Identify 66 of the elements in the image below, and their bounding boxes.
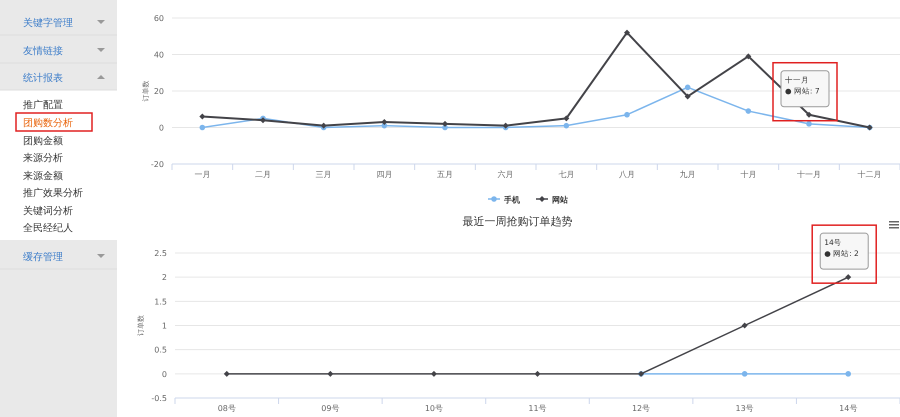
chart-title: 最近一周抢购订单趋势 bbox=[462, 215, 572, 228]
x-tick-label: 14号 bbox=[839, 404, 858, 413]
text: 团购金额 bbox=[23, 135, 63, 147]
x-tick-label: 13号 bbox=[736, 404, 754, 413]
x-tick-label: 六月 bbox=[498, 170, 514, 179]
text: 推广效果分析 bbox=[23, 187, 83, 199]
text: 全民经纪人 bbox=[23, 222, 73, 234]
x-tick-label: 十一月 bbox=[797, 170, 821, 179]
point bbox=[534, 370, 540, 377]
y-tick-label: 0 bbox=[162, 370, 167, 379]
point bbox=[624, 112, 630, 118]
point bbox=[327, 370, 334, 377]
x-tick-label: 三月 bbox=[316, 170, 332, 179]
legend-label: 手机 bbox=[503, 196, 520, 204]
text: 来源金额 bbox=[23, 170, 63, 182]
y-tick-label: 0.5 bbox=[154, 346, 167, 355]
x-tick-label: 十月 bbox=[740, 170, 756, 179]
y-tick-label: 20 bbox=[154, 87, 164, 96]
text: 友情链接 bbox=[23, 45, 63, 57]
point bbox=[845, 371, 852, 377]
text: 关键词分析 bbox=[23, 205, 73, 217]
y-tick-label: 60 bbox=[154, 14, 164, 23]
text: 统计报表 bbox=[23, 72, 63, 84]
x-tick-label: 10号 bbox=[424, 404, 444, 413]
legend-label: 网站 bbox=[552, 196, 568, 204]
text: 来源分析 bbox=[23, 152, 63, 164]
text: 推广配置 bbox=[23, 99, 63, 111]
text: 缓存管理 bbox=[23, 251, 63, 263]
point bbox=[806, 121, 812, 127]
y-tick-label: -20 bbox=[150, 160, 164, 169]
point bbox=[200, 124, 206, 130]
x-tick-label: 九月 bbox=[680, 170, 696, 179]
y-tick-label: 2.5 bbox=[154, 249, 167, 258]
point bbox=[563, 115, 570, 122]
point bbox=[806, 112, 812, 118]
x-tick-label: 12号 bbox=[632, 404, 650, 413]
point bbox=[199, 114, 206, 120]
x-tick-label: 11号 bbox=[528, 404, 547, 413]
y-tick-label: 1.5 bbox=[154, 297, 167, 306]
point bbox=[745, 53, 752, 60]
point bbox=[564, 122, 570, 128]
x-tick-label: 09号 bbox=[321, 404, 340, 413]
x-tick-label: 08号 bbox=[218, 404, 236, 413]
y-tick-label: 1 bbox=[162, 322, 167, 330]
point bbox=[742, 322, 748, 328]
text: 关键字管理 bbox=[23, 17, 73, 29]
x-tick-label: 一月 bbox=[194, 170, 210, 179]
text: 团购数分析 bbox=[23, 117, 73, 129]
y-tick-label: -0.5 bbox=[151, 394, 167, 403]
point bbox=[442, 120, 448, 127]
x-tick-label: 七月 bbox=[558, 170, 574, 179]
point bbox=[845, 274, 852, 280]
y-tick-label: 2 bbox=[162, 273, 167, 282]
x-tick-label: 八月 bbox=[619, 170, 635, 179]
y-tick-label: 40 bbox=[154, 50, 164, 60]
point bbox=[224, 370, 230, 377]
point bbox=[684, 84, 690, 90]
point bbox=[624, 30, 630, 36]
point bbox=[742, 371, 748, 377]
y-tick-label: 0 bbox=[158, 124, 164, 132]
point bbox=[746, 108, 752, 114]
point bbox=[684, 93, 691, 100]
x-tick-label: 二月 bbox=[255, 170, 271, 179]
x-tick-label: 十二月 bbox=[858, 170, 882, 179]
x-tick-label: 四月 bbox=[376, 170, 392, 179]
x-tick-label: 五月 bbox=[437, 170, 453, 179]
